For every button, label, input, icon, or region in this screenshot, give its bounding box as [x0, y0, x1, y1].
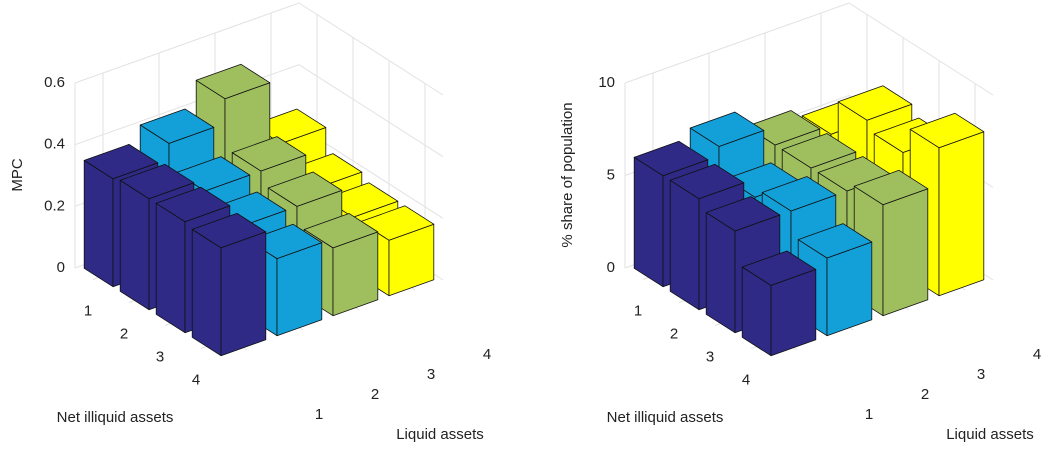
- bar-face-front: [220, 231, 267, 357]
- bar-face-left: [705, 212, 736, 334]
- y-tick-label: 4: [192, 371, 200, 388]
- x-tick-label: 2: [371, 386, 379, 403]
- x-tick-label: 4: [483, 346, 491, 363]
- z-tick-label: 5: [607, 166, 615, 183]
- bar-face-top: [689, 111, 765, 147]
- x-axis-label: Liquid assets: [946, 426, 1034, 443]
- y-axis-label: Net illiquid assets: [607, 409, 724, 426]
- y-tick-label: 4: [742, 371, 750, 388]
- bar-face-top: [251, 108, 327, 144]
- bar-face-top: [741, 250, 817, 286]
- y-tick-label: 1: [84, 302, 92, 319]
- bar-face-front: [882, 188, 929, 317]
- bar-face-top: [359, 205, 435, 241]
- x-tick-label: 2: [921, 386, 929, 403]
- y-tick-label: 2: [670, 325, 678, 342]
- x-tick-label: 3: [427, 366, 435, 383]
- bar-face-top: [323, 182, 399, 218]
- bar-face-front: [826, 241, 873, 337]
- bar-face-left: [191, 228, 222, 357]
- z-tick-label: 10: [598, 74, 615, 91]
- y-tick-label: 3: [156, 348, 164, 365]
- bar-face-left: [669, 179, 700, 311]
- bar-face-top: [247, 223, 323, 260]
- bar-face-top: [191, 212, 267, 249]
- bar-face-top: [909, 112, 985, 149]
- bar-face-left: [83, 159, 114, 288]
- z-tick-label: 0: [57, 259, 65, 276]
- y-tick-label: 3: [706, 348, 714, 365]
- grid-line: [624, 2, 994, 96]
- z-tick-label: 0.6: [44, 74, 65, 91]
- bar-face-top: [195, 63, 271, 100]
- bar-face-top: [853, 169, 929, 206]
- bar-face-top: [669, 163, 745, 200]
- y-tick-label: 1: [634, 302, 642, 319]
- bar-face-top: [705, 196, 781, 232]
- bar-face-top: [139, 108, 215, 144]
- x-axis-label: Liquid assets: [396, 426, 484, 443]
- z-axis-label: % share of population: [559, 102, 576, 247]
- bar-face-top: [155, 186, 231, 223]
- bar-face-top: [231, 136, 307, 172]
- bar-face-top: [83, 143, 159, 180]
- grid-line: [74, 2, 444, 96]
- y-axis-label: Net illiquid assets: [57, 409, 174, 426]
- z-axis-label: MPC: [9, 158, 26, 192]
- bar-face-top: [745, 110, 821, 146]
- x-tick-label: 4: [1033, 346, 1041, 363]
- bar-face-top: [797, 223, 873, 259]
- bar-face-left: [155, 202, 186, 334]
- bar-face-top: [267, 171, 343, 207]
- bar-face-top: [175, 156, 251, 192]
- bar-face-top: [303, 213, 379, 249]
- z-tick-label: 0: [607, 259, 615, 276]
- bar-face-top: [781, 133, 857, 169]
- x-tick-label: 3: [977, 366, 985, 383]
- bar-face-top: [633, 140, 709, 177]
- z-tick-label: 0.2: [44, 197, 65, 214]
- x-tick-label: 1: [865, 406, 873, 423]
- bar: [191, 212, 267, 357]
- bar-face-front: [938, 131, 985, 297]
- y-tick-label: 2: [120, 325, 128, 342]
- z-tick-label: 0.4: [44, 136, 65, 153]
- bar-face-left: [633, 156, 664, 288]
- bar: [741, 250, 817, 357]
- bar-face-top: [837, 85, 913, 121]
- x-tick-label: 1: [315, 406, 323, 423]
- bar-face-top: [119, 163, 195, 200]
- bar-face-left: [119, 179, 150, 311]
- bar-face-top: [761, 176, 837, 212]
- grid-line: [74, 64, 444, 158]
